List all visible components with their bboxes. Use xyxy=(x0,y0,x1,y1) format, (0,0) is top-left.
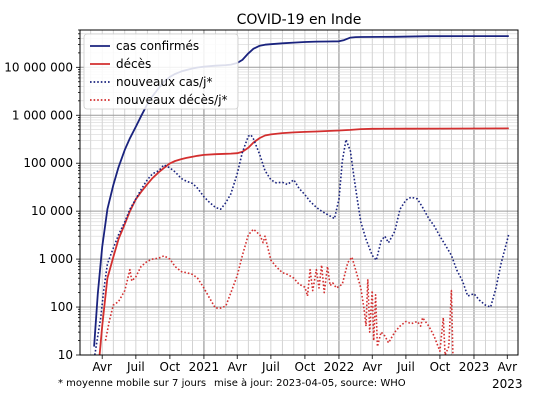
x-tick-label: Oct xyxy=(160,360,181,374)
x-tick-label: Avr xyxy=(497,360,517,374)
series-line-3 xyxy=(104,228,454,355)
x-tick-label: Avr xyxy=(227,360,247,374)
y-tick-label: 100 xyxy=(50,300,73,314)
x-tick-label: 2021 xyxy=(189,360,220,374)
chart-title: COVID-19 en Inde xyxy=(237,12,362,28)
x-tick-label: Juil xyxy=(261,360,280,374)
x-tick-label: Juil xyxy=(396,360,415,374)
legend-label: nouveaux décès/j* xyxy=(116,93,228,107)
y-tick-label: 10 000 000 xyxy=(4,60,73,74)
x-tick-label: Oct xyxy=(430,360,451,374)
x-tick-label: Avr xyxy=(362,360,382,374)
axes: 10 100 1 000 10 000 100 000 1 000 000 10 000 0… xyxy=(4,29,523,391)
footnote-update-source: mise à jour: 2023-04-05, source: WHO xyxy=(214,378,406,389)
x-year-label: 2023 xyxy=(492,377,523,391)
y-tick-label: 1 000 xyxy=(39,252,73,266)
legend-label: nouveaux cas/j* xyxy=(116,75,213,89)
x-tick-label: 2022 xyxy=(324,360,355,374)
y-tick-label: 10 000 xyxy=(31,204,73,218)
footnote-moving-average: * moyenne mobile sur 7 jours xyxy=(58,378,207,389)
series-line-2 xyxy=(94,134,510,355)
y-tick-label: 1 000 000 xyxy=(12,108,73,122)
y-tick-label: 100 000 xyxy=(23,156,73,170)
plot-frame xyxy=(79,29,519,356)
x-tick-label: Avr xyxy=(92,360,112,374)
x-tick-label: Juil xyxy=(126,360,145,374)
x-tick-label: Oct xyxy=(295,360,316,374)
legend-label: décès xyxy=(116,57,151,71)
legend-box xyxy=(83,33,239,110)
x-tick-label: 2023 xyxy=(459,360,490,374)
legend: cas confirmés décès nouveaux cas/j* nouveau… xyxy=(83,33,239,110)
legend-label: cas confirmés xyxy=(116,39,199,53)
y-tick-label: 10 xyxy=(58,348,73,362)
